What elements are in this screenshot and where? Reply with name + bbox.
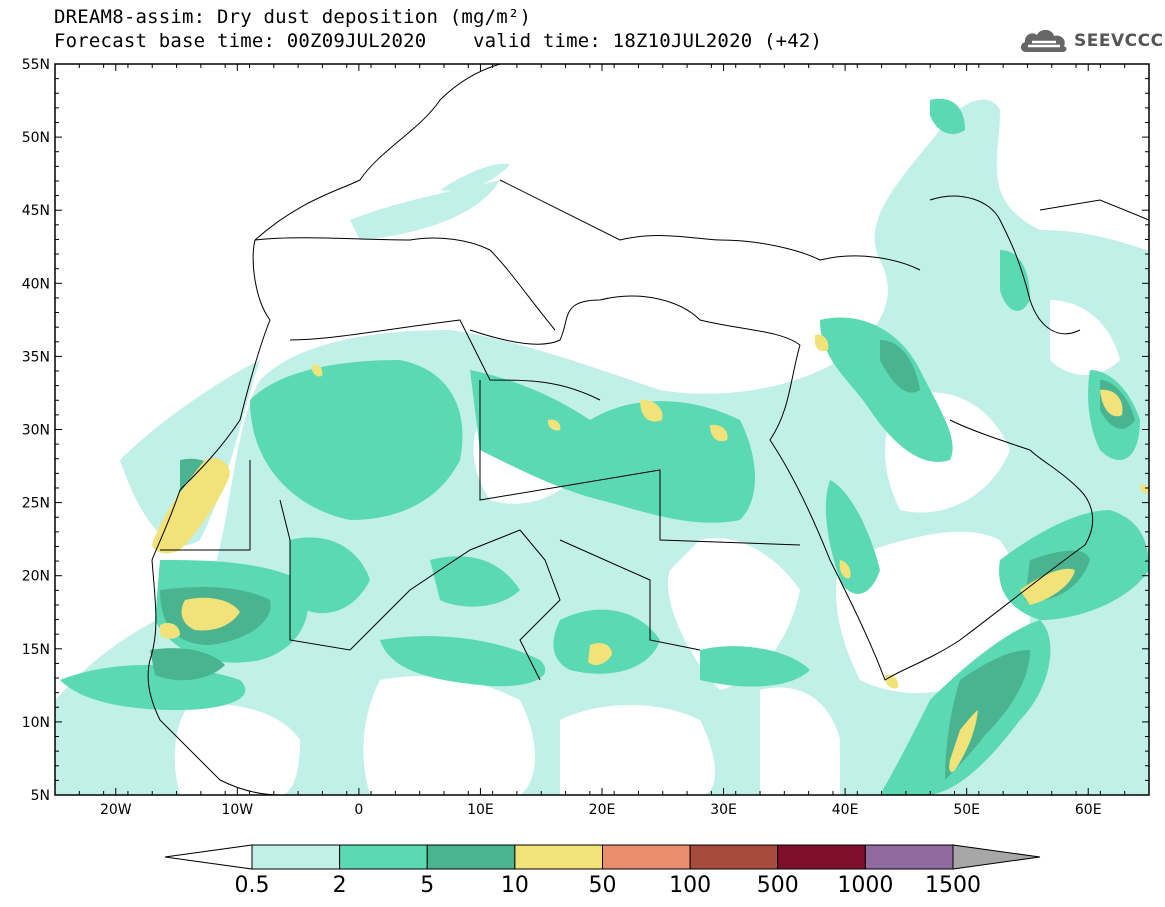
legend-over-triangle [952, 844, 1041, 870]
lon-label: 0 [354, 802, 363, 818]
lat-label: 30N [22, 423, 50, 439]
lon-label: 60E [1075, 802, 1102, 818]
legend-label: 50 [589, 873, 617, 898]
legend-swatch [864, 844, 954, 870]
lon-label: 10W [221, 802, 253, 818]
legend-label: 1000 [837, 873, 893, 898]
legend-swatch [689, 844, 779, 870]
lon-label: 20W [100, 802, 132, 818]
lat-label: 25N [22, 496, 50, 512]
lat-label: 10N [22, 715, 50, 731]
legend-swatch [339, 844, 428, 870]
lat-label: 5N [31, 788, 50, 804]
map-subtitle: Forecast base time: 00Z09JUL2020 valid t… [54, 30, 822, 52]
seevccc-logo: SEEVCCC [1018, 26, 1164, 56]
legend-label: 5 [420, 873, 434, 898]
axis-ticks [54, 63, 1150, 796]
legend-label: 2 [333, 873, 347, 898]
lat-label: 40N [22, 276, 50, 292]
longitude-labels: 20W 10W 0 10E 20E 30E 40E 50E 60E [100, 802, 1102, 818]
legend-label: 10 [501, 873, 529, 898]
legend-swatch [514, 844, 603, 870]
legend-under-triangle [164, 844, 253, 870]
dust-field [55, 64, 1149, 795]
lon-label: 40E [832, 802, 859, 818]
logo-text: SEEVCCC [1074, 31, 1164, 51]
lon-label: 10E [467, 802, 494, 818]
legend-swatch [602, 844, 691, 870]
color-legend: 0.5 2 5 10 50 100 500 1000 1500 [164, 844, 1041, 898]
cloud-logo-icon [1020, 29, 1067, 52]
forecast-base-time: Forecast base time: 00Z09JUL2020 [54, 30, 427, 52]
coastlines [147, 64, 1149, 795]
lon-label: 30E [710, 802, 737, 818]
map-title: DREAM8-assim: Dry dust deposition (mg/m²… [54, 6, 532, 28]
legend-label: 0.5 [235, 873, 270, 898]
legend-swatch [426, 844, 516, 870]
legend-label: 100 [669, 873, 711, 898]
lat-label: 50N [22, 130, 50, 146]
latitude-labels: 55N 50N 45N 40N 35N 30N 25N 20N 15N 10N 5N [22, 57, 50, 804]
lat-label: 15N [22, 642, 50, 658]
valid-time: valid time: 18Z10JUL2020 (+42) [473, 30, 823, 52]
lon-label: 50E [953, 802, 980, 818]
lon-label: 20E [589, 802, 616, 818]
legend-swatch [777, 844, 866, 870]
legend-swatch [251, 844, 341, 870]
lat-label: 55N [22, 57, 50, 73]
legend-label: 1500 [925, 873, 981, 898]
legend-label: 500 [757, 873, 799, 898]
lat-label: 20N [22, 569, 50, 585]
lat-label: 35N [22, 349, 50, 365]
lat-label: 45N [22, 203, 50, 219]
